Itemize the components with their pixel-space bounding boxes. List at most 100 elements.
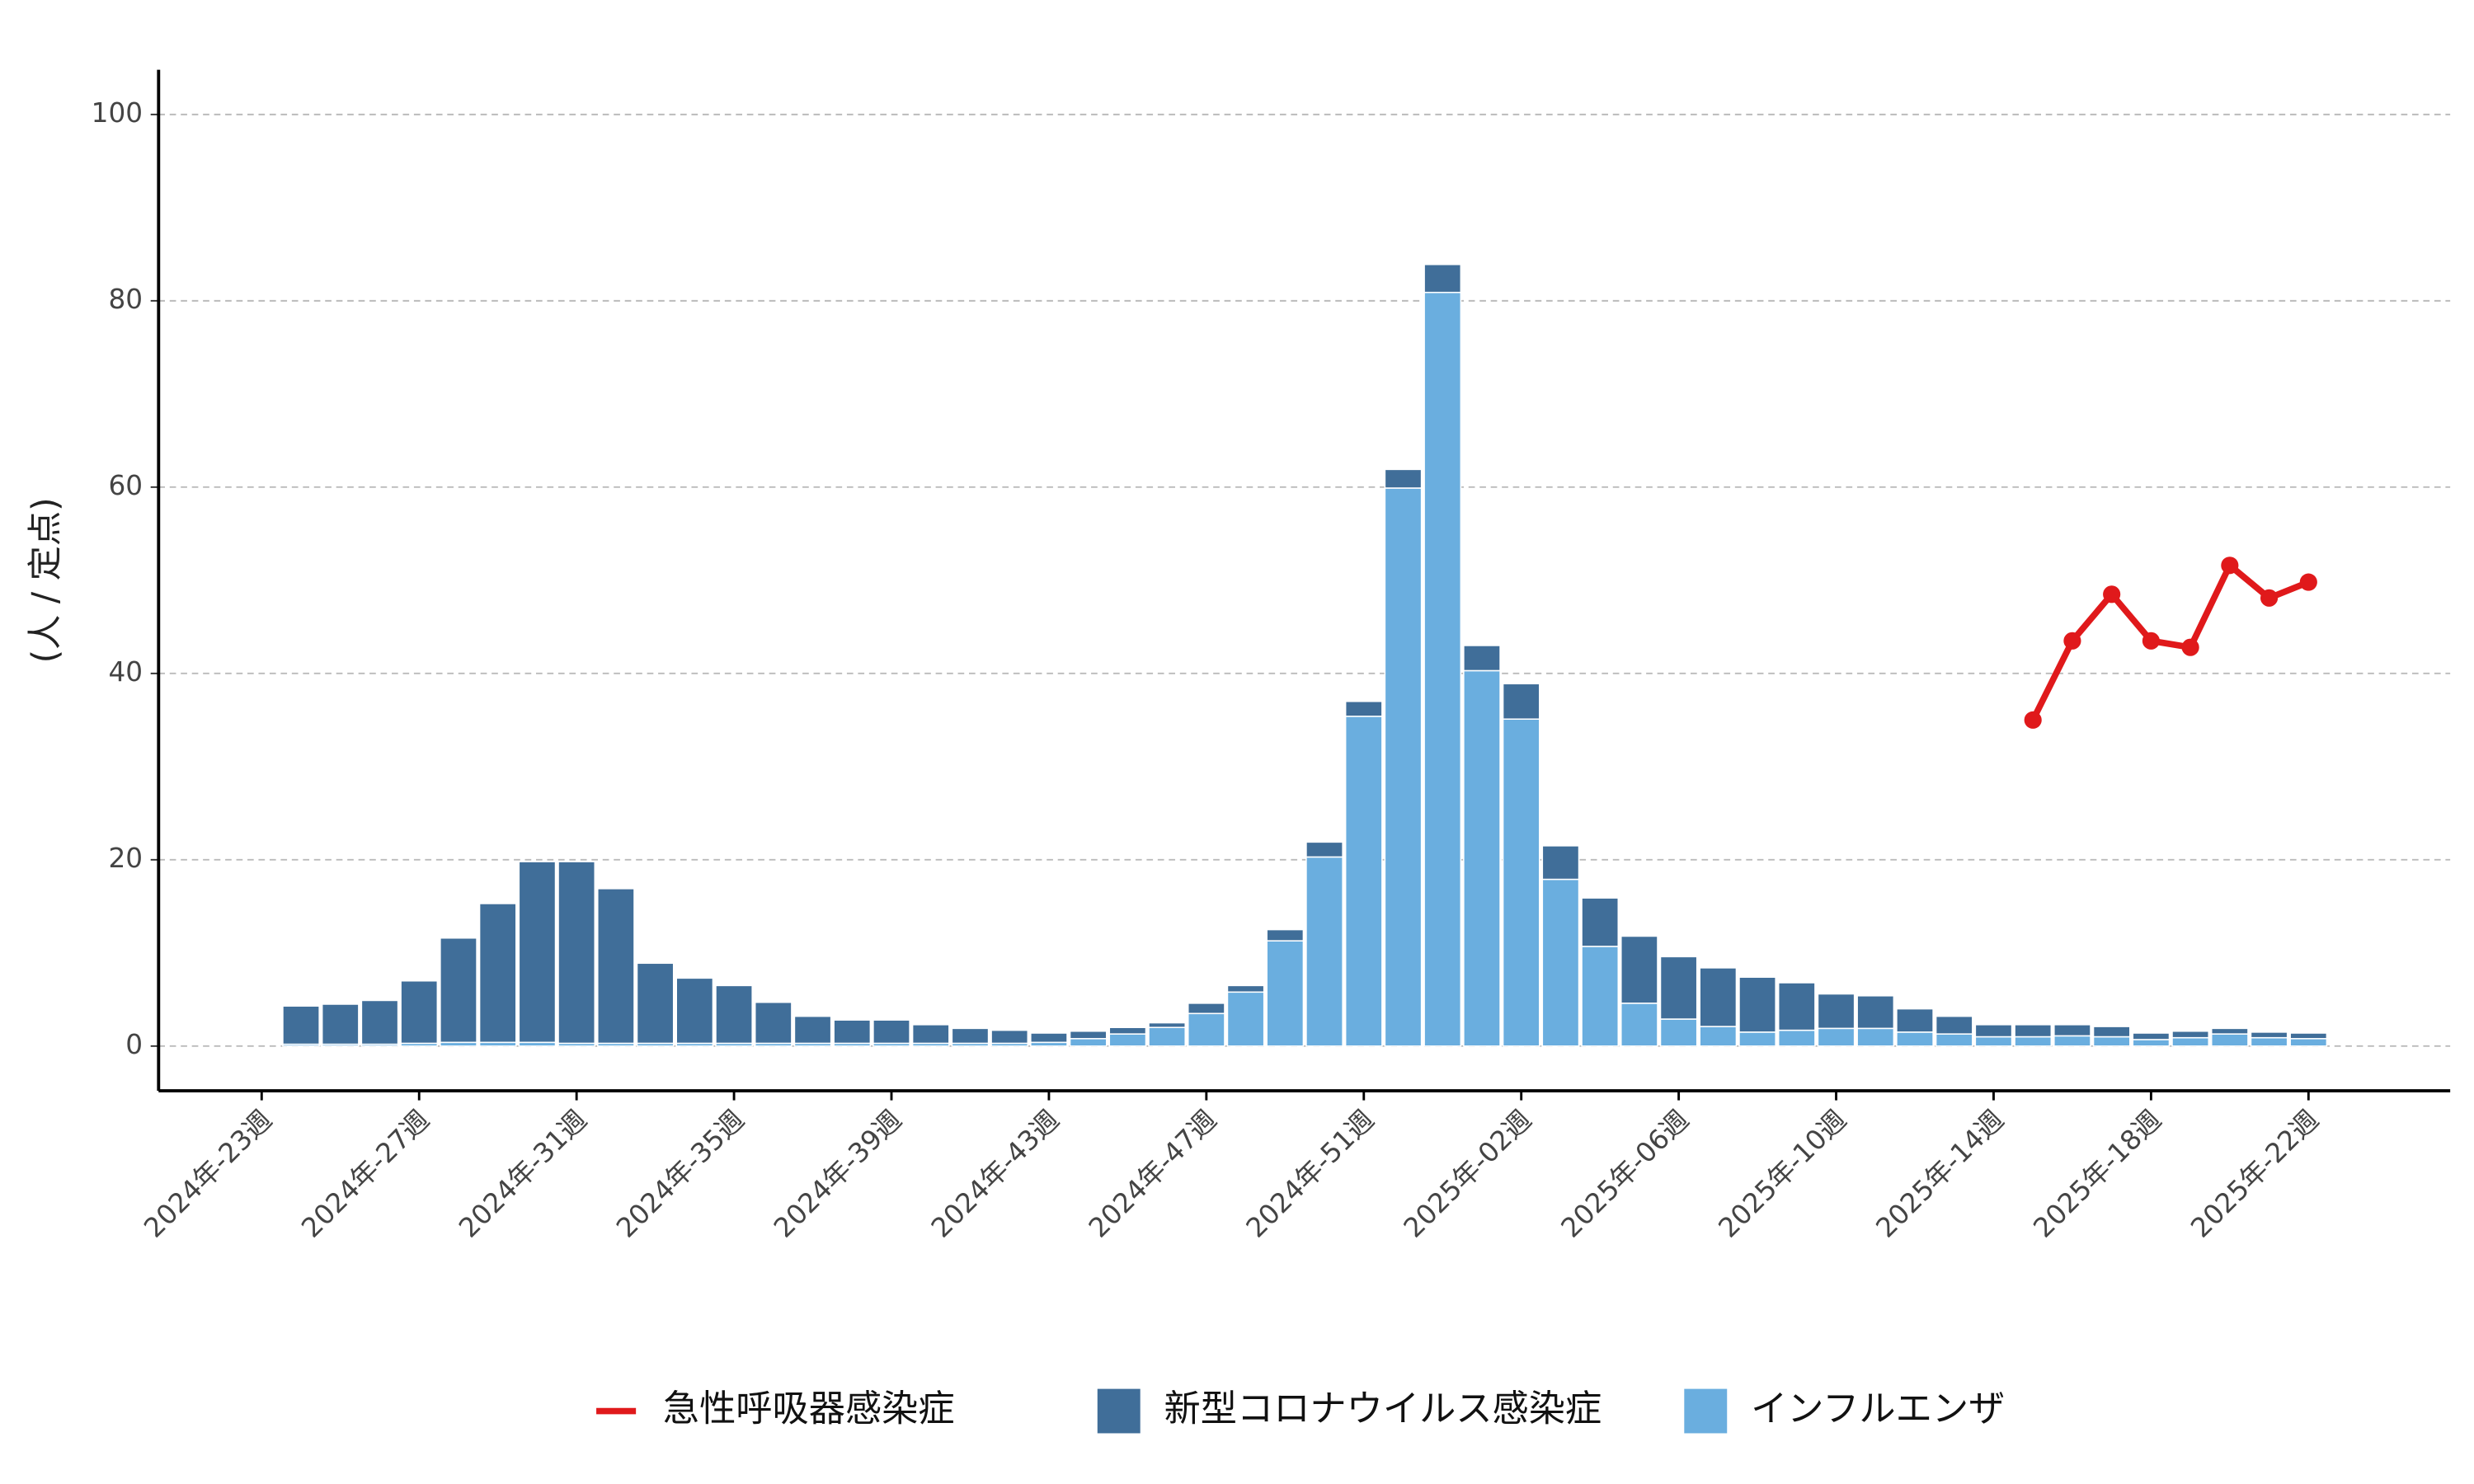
- bar: [1620, 1003, 1658, 1047]
- bar: [2014, 1024, 2053, 1038]
- legend-swatch: [1684, 1388, 1728, 1434]
- bar: [1738, 1031, 1776, 1047]
- bar: [1974, 1036, 2013, 1047]
- bar: [1148, 1026, 1186, 1047]
- bar: [990, 1029, 1029, 1045]
- x-tick-label: 2024年-39週: [768, 1104, 908, 1244]
- bar: [1581, 946, 1620, 1047]
- bar: [2014, 1036, 2053, 1047]
- bar: [1344, 700, 1383, 717]
- x-tick-label: 2024年-47週: [1083, 1104, 1223, 1244]
- bar: [2171, 1036, 2210, 1047]
- bar: [1817, 993, 1856, 1030]
- bar: [911, 1024, 950, 1045]
- line-point: [2181, 638, 2199, 656]
- bar: [1187, 1012, 1225, 1047]
- bar: [2171, 1030, 2210, 1039]
- bar: [1226, 991, 1265, 1047]
- bar: [2092, 1036, 2131, 1047]
- bar: [1384, 468, 1423, 489]
- legend-label: インフルエンザ: [1751, 1388, 2005, 1430]
- x-tick-label: 2025年-14週: [1870, 1104, 2011, 1244]
- bar: [1817, 1027, 1856, 1047]
- x-tick-label: 2025年-18週: [2027, 1104, 2167, 1244]
- bar: [1659, 956, 1698, 1020]
- bar: [1069, 1038, 1108, 1047]
- x-tick-label: 2024年-27週: [295, 1104, 435, 1244]
- bar: [1738, 976, 1776, 1033]
- legend-label: 急性呼吸器感染症: [663, 1388, 955, 1430]
- bar: [1344, 716, 1383, 1047]
- bar: [833, 1019, 872, 1045]
- bar: [1935, 1015, 1973, 1035]
- bar: [872, 1019, 910, 1045]
- y-tick-label: 60: [108, 470, 143, 501]
- bar: [1699, 967, 1738, 1027]
- y-axis-label: (人 / 定点): [25, 497, 65, 663]
- line-point: [2260, 589, 2279, 607]
- y-tick-label: 40: [108, 656, 143, 688]
- bar: [1541, 878, 1580, 1047]
- bar: [1463, 669, 1501, 1047]
- bar: [1896, 1007, 1934, 1033]
- y-tick-label: 100: [92, 97, 143, 129]
- bar: [2053, 1024, 2091, 1037]
- bar: [1502, 718, 1540, 1047]
- bar: [360, 999, 399, 1045]
- legend-swatch: [1097, 1388, 1141, 1434]
- bar: [1305, 841, 1343, 858]
- bar: [1384, 487, 1423, 1047]
- y-tick-label: 0: [125, 1029, 143, 1060]
- bar: [1974, 1024, 2013, 1038]
- bar: [1463, 645, 1501, 672]
- bar: [1108, 1033, 1147, 1047]
- bar: [478, 903, 517, 1044]
- bar: [1030, 1032, 1068, 1044]
- bar: [440, 937, 477, 1044]
- line-point: [2221, 556, 2239, 575]
- bar: [1502, 683, 1540, 720]
- bar: [793, 1015, 832, 1045]
- bar: [2132, 1039, 2171, 1047]
- bar: [1659, 1018, 1698, 1047]
- legend-label: 新型コロナウイルス感染症: [1164, 1388, 1602, 1430]
- bar: [2289, 1038, 2328, 1047]
- bar: [1108, 1026, 1147, 1035]
- bar: [1069, 1030, 1108, 1040]
- bar: [2289, 1032, 2328, 1040]
- bar: [1620, 935, 1658, 1004]
- bar: [2250, 1036, 2288, 1047]
- bar: [1423, 291, 1462, 1047]
- bar: [400, 979, 439, 1045]
- bar: [1226, 984, 1265, 993]
- bar: [754, 1001, 793, 1045]
- bar: [518, 861, 557, 1044]
- x-tick-label: 2025年-06週: [1555, 1104, 1696, 1244]
- bar: [636, 962, 675, 1045]
- bar: [1266, 940, 1305, 1047]
- bar: [2210, 1033, 2249, 1047]
- bar: [951, 1027, 990, 1045]
- bar: [321, 1003, 360, 1045]
- line-point: [2299, 573, 2317, 591]
- line-point: [2024, 711, 2042, 729]
- bar: [1777, 1029, 1816, 1047]
- bar: [1699, 1026, 1738, 1047]
- x-tick-label: 2025年-22週: [2185, 1104, 2325, 1244]
- bar: [2092, 1026, 2131, 1038]
- bar: [1423, 264, 1462, 294]
- bar: [1856, 995, 1895, 1030]
- bar: [715, 984, 753, 1045]
- x-tick-label: 2024年-43週: [925, 1104, 1065, 1244]
- line-point: [2142, 632, 2160, 650]
- x-tick-label: 2024年-35週: [610, 1104, 750, 1244]
- bar: [1856, 1027, 1895, 1047]
- bar: [282, 1005, 320, 1045]
- bar: [597, 888, 635, 1045]
- y-tick-label: 20: [108, 843, 143, 874]
- bar: [1305, 856, 1343, 1047]
- line-point: [2063, 632, 2081, 650]
- bar: [1148, 1021, 1186, 1029]
- bar: [675, 977, 714, 1045]
- bar: [1581, 897, 1620, 947]
